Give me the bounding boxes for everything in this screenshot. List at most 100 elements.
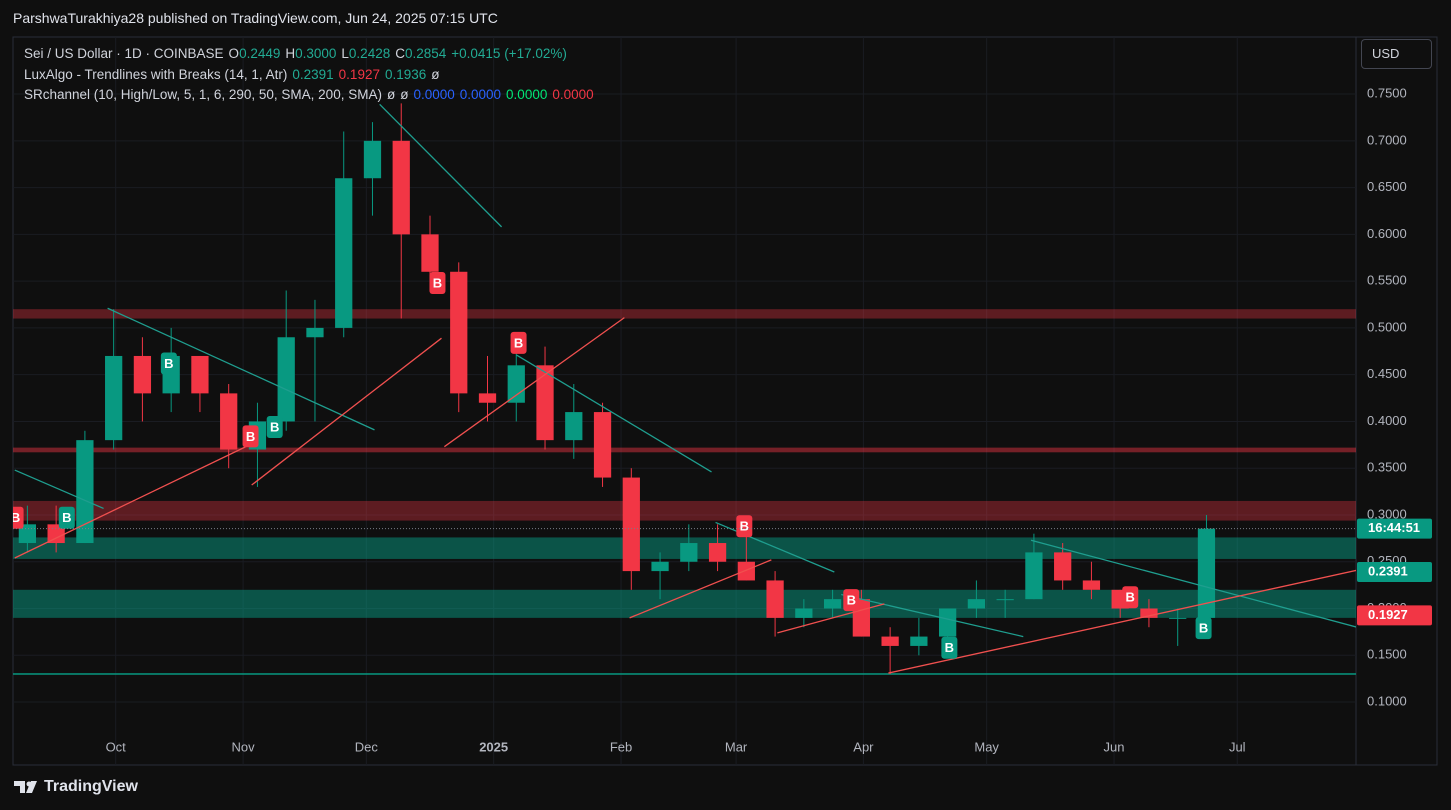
legend-item: ø	[386, 87, 396, 102]
legend-item: LuxAlgo - Trendlines with Breaks (14, 1,…	[24, 66, 288, 82]
break-label: B	[1199, 621, 1208, 636]
candle-body	[622, 477, 640, 572]
break-label: B	[433, 275, 442, 290]
break-label: B	[246, 429, 255, 444]
legend-row: SRchannel (10, High/Low, 5, 1, 6, 290, 5…	[24, 85, 599, 106]
trendline	[841, 593, 1024, 638]
break-label: B	[1126, 590, 1135, 605]
legend-row: Sei / US Dollar · 1D · COINBASE O0.2449 H0…	[24, 44, 599, 65]
candle-body	[335, 178, 353, 328]
break-marker	[429, 272, 446, 295]
break-label: B	[847, 593, 856, 608]
candle-body	[450, 271, 468, 394]
break-label: B	[11, 510, 20, 525]
price-tag	[1357, 605, 1432, 626]
y-tick-label: 0.4500	[1367, 366, 1407, 381]
candle-body	[939, 608, 957, 637]
break-marker	[266, 416, 283, 439]
x-tick-label: Oct	[106, 739, 127, 754]
candle-body	[76, 440, 94, 544]
legend-item: 0.2428	[348, 46, 391, 61]
trendline	[516, 354, 712, 473]
legend-item: 0.2854	[404, 46, 447, 61]
legend-item: O	[228, 46, 240, 61]
legend-item: Sei / US Dollar · 1D · COINBASE	[24, 46, 224, 61]
trendline	[1030, 539, 1356, 628]
candle-body	[1054, 552, 1072, 581]
legend-row: LuxAlgo - Trendlines with Breaks (14, 1,…	[24, 65, 599, 86]
footer: TradingView	[14, 778, 138, 796]
price-tag-label: 16:44:51	[1368, 520, 1420, 535]
trendline	[888, 569, 1356, 674]
price-tag	[1357, 561, 1432, 582]
candle-body	[766, 580, 784, 618]
candle-body	[1140, 608, 1158, 618]
x-tick-label: Feb	[610, 739, 632, 754]
break-label: B	[164, 356, 173, 371]
candle-body	[277, 337, 295, 422]
break-marker	[843, 589, 860, 612]
legend-item: ø	[431, 66, 440, 82]
trendline	[14, 469, 104, 510]
break-label: B	[945, 640, 954, 655]
y-tick-label: 0.5000	[1367, 319, 1407, 334]
trendline	[379, 103, 503, 228]
footer-brand: TradingView	[44, 778, 138, 795]
break-marker	[941, 636, 958, 659]
logo	[14, 781, 37, 793]
sr-zone	[13, 309, 1356, 319]
sr-zone	[13, 673, 1356, 675]
y-tick-label: 0.7000	[1367, 132, 1407, 147]
legend-item: 0.3000	[295, 46, 337, 61]
break-marker	[242, 425, 259, 448]
legend-item: 0.0000	[552, 87, 594, 102]
candle-body	[47, 524, 65, 544]
candle-body	[306, 327, 324, 338]
break-label: B	[514, 335, 523, 350]
x-tick-label: Nov	[232, 739, 256, 754]
break-marker	[58, 506, 75, 529]
legend-item: 0.1936	[384, 66, 427, 82]
currency-button[interactable]: USD	[1361, 39, 1432, 69]
x-tick-label: May	[974, 739, 999, 754]
candle-body	[651, 561, 669, 572]
y-tick-label: 0.1000	[1367, 693, 1407, 708]
legend-item: 0.0000	[459, 87, 502, 102]
candle-body	[881, 636, 899, 646]
candle-body	[996, 599, 1014, 601]
legend-item: C	[395, 46, 405, 61]
legend-item: +0.0415 (+17.02%)	[451, 46, 567, 61]
y-tick-label: 0.5500	[1367, 273, 1407, 288]
y-tick-label: 0.1500	[1367, 647, 1407, 662]
legend-item: 0.1927	[338, 66, 380, 82]
chart-frame	[12, 36, 1438, 766]
candle-body	[593, 412, 612, 478]
legend-item: L	[341, 46, 349, 61]
candle-body	[363, 140, 382, 179]
candle-body	[823, 599, 842, 609]
candle-body	[421, 234, 439, 272]
candle-body	[967, 599, 986, 609]
candle-body	[795, 608, 813, 618]
candle-body	[1169, 617, 1187, 619]
legend-item: ø	[400, 87, 409, 102]
trendline	[251, 337, 442, 486]
trendline	[443, 317, 625, 448]
y-tick-label: 0.6500	[1367, 179, 1407, 194]
legend-item: 0.2391	[292, 66, 334, 82]
candle-body	[392, 140, 410, 235]
y-tick-label: 0.6000	[1367, 226, 1407, 241]
break-marker	[736, 515, 753, 538]
trendline	[107, 307, 375, 431]
candle-body	[478, 393, 497, 403]
candle-body	[680, 543, 698, 562]
legend-item: SRchannel (10, High/Low, 5, 1, 6, 290, 5…	[24, 87, 382, 102]
x-tick-label: Apr	[853, 739, 874, 754]
break-label: B	[740, 519, 749, 534]
candle-body	[1025, 552, 1043, 600]
price-tag-label: 0.1927	[1368, 607, 1408, 622]
candle-body	[105, 355, 123, 441]
price-tag-label: 0.2391	[1368, 563, 1408, 578]
x-tick-label: Jul	[1229, 739, 1246, 754]
